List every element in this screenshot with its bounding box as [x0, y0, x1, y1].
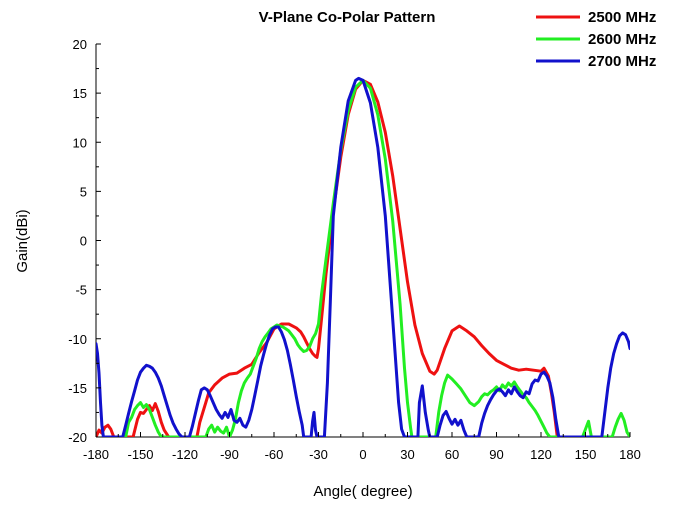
y-tick-label: 0 [80, 234, 87, 249]
y-tick-label: -5 [75, 283, 87, 298]
x-axis-ticks: -180 -150 -120 -90 -60 -30 0 30 60 90 120 150 180 [83, 432, 641, 462]
x-tick-label: -60 [265, 447, 284, 462]
legend: 2500 MHz 2600 MHz 2700 MHz [536, 9, 656, 70]
y-tick-label: 20 [73, 37, 87, 52]
legend-label: 2500 MHz [588, 9, 656, 26]
plot-area [95, 44, 630, 438]
x-tick-label: 0 [359, 447, 366, 462]
x-tick-label: -120 [172, 447, 198, 462]
x-tick-label: 120 [530, 447, 552, 462]
x-tick-label: -180 [83, 447, 109, 462]
y-tick-label: -10 [68, 332, 87, 347]
legend-label: 2700 MHz [588, 53, 656, 70]
series-line-2700-mhz [96, 76, 630, 437]
x-tick-label: -30 [309, 447, 328, 462]
y-axis-label: Gain(dBi) [14, 209, 31, 272]
x-tick-label: 30 [400, 447, 414, 462]
y-tick-label: 5 [80, 184, 87, 199]
legend-label: 2600 MHz [588, 31, 656, 48]
series-line-2500-mhz [96, 78, 559, 437]
y-tick-label: -15 [68, 381, 87, 396]
x-tick-label: 90 [489, 447, 503, 462]
x-axis-label: Angle( degree) [313, 483, 412, 500]
chart-title: V-Plane Co-Polar Pattern [259, 9, 436, 26]
y-tick-label: 15 [73, 86, 87, 101]
y-tick-label: 10 [73, 135, 87, 150]
x-tick-label: -150 [127, 447, 153, 462]
y-tick-label: -20 [68, 430, 87, 445]
y-axis-ticks: -20 -15 -10 -5 0 5 10 15 20 [68, 37, 101, 445]
series-line-2600-mhz [124, 78, 630, 437]
x-tick-label: -90 [220, 447, 239, 462]
x-tick-label: 150 [575, 447, 597, 462]
x-tick-label: 60 [445, 447, 459, 462]
x-tick-label: 180 [619, 447, 641, 462]
